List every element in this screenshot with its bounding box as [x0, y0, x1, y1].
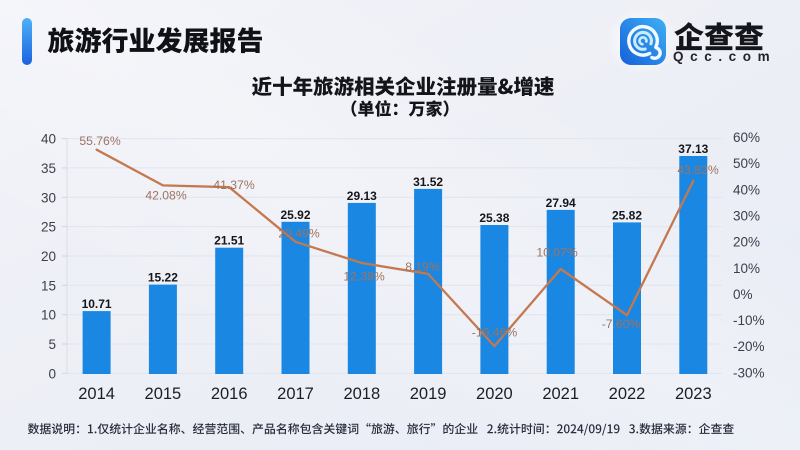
svg-text:-10%: -10% [733, 313, 765, 328]
svg-text:40%: 40% [733, 182, 760, 197]
svg-text:2016: 2016 [211, 385, 248, 403]
svg-text:2014: 2014 [78, 385, 115, 403]
svg-text:25.92: 25.92 [280, 208, 310, 222]
svg-text:2021: 2021 [542, 385, 579, 403]
svg-text:31.52: 31.52 [413, 175, 443, 189]
svg-text:42.08%: 42.08% [145, 189, 186, 203]
svg-text:25: 25 [41, 220, 56, 235]
svg-text:15.22: 15.22 [148, 271, 178, 285]
svg-text:35: 35 [41, 161, 56, 176]
svg-text:2015: 2015 [145, 385, 182, 403]
svg-text:2023: 2023 [675, 385, 712, 403]
svg-text:2017: 2017 [277, 385, 314, 403]
svg-text:8.19%: 8.19% [405, 260, 440, 274]
svg-text:27.94: 27.94 [546, 196, 576, 210]
svg-text:2020: 2020 [476, 385, 513, 403]
svg-text:-7.60%: -7.60% [602, 317, 641, 331]
svg-text:37.13: 37.13 [678, 142, 708, 156]
svg-text:-19.46%: -19.46% [472, 325, 518, 339]
svg-text:2019: 2019 [410, 385, 447, 403]
svg-text:60%: 60% [733, 130, 760, 145]
svg-text:21.51: 21.51 [214, 234, 244, 248]
svg-text:20.49%: 20.49% [278, 227, 319, 241]
svg-text:15: 15 [41, 278, 56, 293]
svg-text:30: 30 [41, 190, 56, 205]
svg-text:43.82%: 43.82% [677, 163, 718, 177]
svg-text:25.82: 25.82 [612, 208, 642, 222]
svg-text:0: 0 [48, 366, 56, 381]
svg-text:-20%: -20% [733, 339, 765, 354]
svg-text:2018: 2018 [343, 385, 380, 403]
svg-text:10%: 10% [733, 261, 760, 276]
svg-text:30%: 30% [733, 208, 760, 223]
svg-text:12.38%: 12.38% [343, 270, 384, 284]
svg-text:-30%: -30% [733, 365, 765, 380]
svg-text:2022: 2022 [609, 385, 646, 403]
svg-text:55.76%: 55.76% [79, 134, 120, 148]
svg-text:0%: 0% [733, 287, 753, 302]
svg-text:50%: 50% [733, 156, 760, 171]
svg-text:29.13: 29.13 [347, 189, 377, 203]
svg-text:10.07%: 10.07% [536, 245, 577, 259]
svg-text:40: 40 [41, 132, 56, 147]
svg-text:Qcc.com: Qcc.com [673, 49, 776, 64]
svg-text:10.71: 10.71 [82, 297, 112, 311]
svg-text:5: 5 [48, 337, 56, 352]
svg-text:20%: 20% [733, 235, 760, 250]
svg-text:10: 10 [41, 308, 56, 323]
svg-text:25.38: 25.38 [479, 211, 509, 225]
svg-text:41.37%: 41.37% [213, 178, 254, 192]
svg-text:20: 20 [41, 249, 56, 264]
